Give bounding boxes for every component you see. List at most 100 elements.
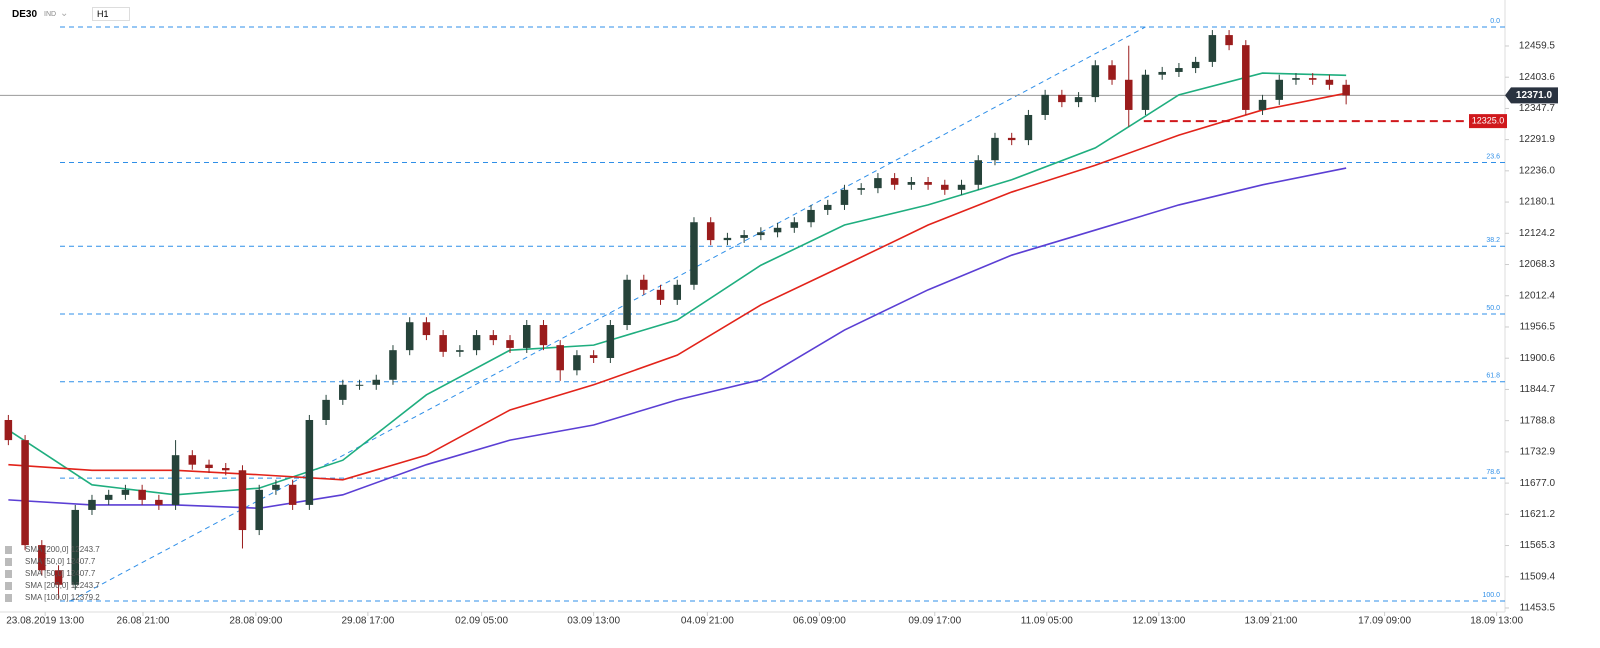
candle-body — [221, 468, 230, 471]
candle-body — [690, 222, 698, 285]
x-tick-label: 29.08 17:00 — [341, 616, 394, 627]
candle-body — [1141, 74, 1150, 110]
y-tick-label: 12124.2 — [1519, 228, 1556, 239]
y-tick-label: 12068.3 — [1519, 259, 1556, 270]
candle-body — [21, 440, 29, 546]
candle-body — [171, 455, 180, 505]
y-tick-label: 11565.3 — [1520, 540, 1556, 551]
level-label-box — [1469, 114, 1507, 129]
sma-line — [8, 167, 1347, 510]
legend-entry: SMA [50,0] 12407.7 — [25, 569, 96, 578]
x-tick-label: 06.09 09:00 — [793, 616, 846, 627]
y-tick-label: 12291.9 — [1519, 134, 1556, 145]
candle-body — [606, 325, 615, 358]
sma-line — [8, 92, 1347, 481]
candle-body — [1041, 94, 1049, 115]
candle-body — [589, 355, 598, 358]
fib-level-label: 78.6 — [1486, 469, 1500, 476]
y-tick-label: 12012.4 — [1519, 290, 1556, 301]
candle-body — [138, 489, 146, 500]
y-tick-label: 12347.7 — [1519, 103, 1556, 114]
price-label: 12371.0 — [1516, 90, 1553, 101]
legend-entry: SMA [50,0] 12407.7 — [25, 557, 96, 566]
legend-icon — [5, 546, 12, 554]
legend-entry: SMA [200,0] 12243.7 — [25, 545, 100, 554]
y-tick-label: 12180.1 — [1519, 197, 1556, 208]
candle-body — [623, 279, 631, 326]
y-tick-label: 12403.6 — [1519, 72, 1556, 83]
candle-body — [773, 227, 782, 233]
candle-body — [322, 399, 330, 420]
x-tick-label: 03.09 13:00 — [567, 616, 620, 627]
y-tick-label: 11732.9 — [1520, 447, 1556, 458]
candle-body — [706, 222, 715, 241]
price-label-box — [1505, 87, 1558, 104]
sma-line — [7, 72, 1347, 496]
candle-body — [539, 325, 548, 346]
candle-body — [556, 345, 564, 371]
x-tick-label: 12.09 13:00 — [1132, 616, 1185, 627]
legend-icon — [5, 558, 12, 566]
candle-body — [723, 237, 732, 241]
candle-body — [238, 470, 247, 531]
candle-body — [255, 489, 263, 531]
candle-body — [104, 494, 113, 500]
candle-body — [456, 350, 464, 352]
legend-icon — [5, 570, 12, 578]
x-tick-label: 28.08 09:00 — [229, 616, 282, 627]
candle-body — [372, 379, 381, 385]
x-tick-label: 17.09 09:00 — [1358, 616, 1411, 627]
candle-body — [439, 335, 447, 352]
candle-body — [1292, 78, 1300, 80]
candle-body — [205, 464, 213, 469]
y-tick-label: 11509.4 — [1520, 571, 1556, 582]
legend-icon — [5, 582, 12, 590]
candle-body — [305, 419, 314, 505]
candle-body — [757, 232, 765, 236]
fib-level-label: 61.8 — [1486, 373, 1500, 380]
candle-body — [88, 499, 96, 510]
candle-body — [1308, 78, 1317, 80]
candle-body — [957, 184, 966, 190]
candle-body — [489, 335, 498, 341]
market: IND — [44, 11, 57, 18]
legend-entry: SMA [200,0] 12243.7 — [25, 581, 100, 590]
candle-body — [121, 489, 130, 495]
y-tick-label: 11788.8 — [1520, 415, 1556, 426]
candle-body — [4, 419, 13, 441]
candle-body — [874, 178, 882, 189]
candle-body — [1024, 114, 1033, 141]
candle-body — [640, 279, 648, 290]
candle-body — [38, 545, 46, 571]
candle-body — [339, 384, 347, 400]
candle-body — [790, 222, 799, 228]
candle-body — [1191, 61, 1200, 69]
interval[interactable]: H1 — [92, 7, 130, 21]
candle-body — [924, 182, 932, 185]
candle-body — [1091, 65, 1100, 98]
candle-body — [1325, 79, 1334, 85]
candle-body — [656, 289, 665, 300]
symbol-dropdown[interactable]: ⌄ — [60, 8, 69, 19]
x-tick-label: 23.08.2019 13:00 — [6, 616, 84, 627]
x-tick-label: 11.09 05:00 — [1021, 616, 1074, 627]
candle-body — [890, 178, 899, 185]
x-tick-label: 04.09 21:00 — [681, 616, 734, 627]
candle-body — [907, 182, 916, 185]
candle-body — [422, 322, 431, 336]
candle-body — [1074, 97, 1083, 103]
legend-entry: SMA [100,0] 12379.2 — [25, 593, 100, 602]
symbol[interactable]: DE30 — [12, 9, 38, 20]
candle-body — [1208, 35, 1217, 62]
candle-body — [857, 188, 865, 190]
x-tick-label: 18.09 13:00 — [1470, 616, 1523, 627]
x-tick-label: 02.09 05:00 — [455, 616, 508, 627]
y-tick-label: 11677.0 — [1520, 478, 1556, 489]
legend-icon — [5, 594, 12, 602]
candle-body — [155, 499, 163, 505]
fib-level-label: 38.2 — [1486, 237, 1500, 244]
candle-body — [1124, 79, 1133, 110]
candle-body — [1108, 65, 1116, 80]
